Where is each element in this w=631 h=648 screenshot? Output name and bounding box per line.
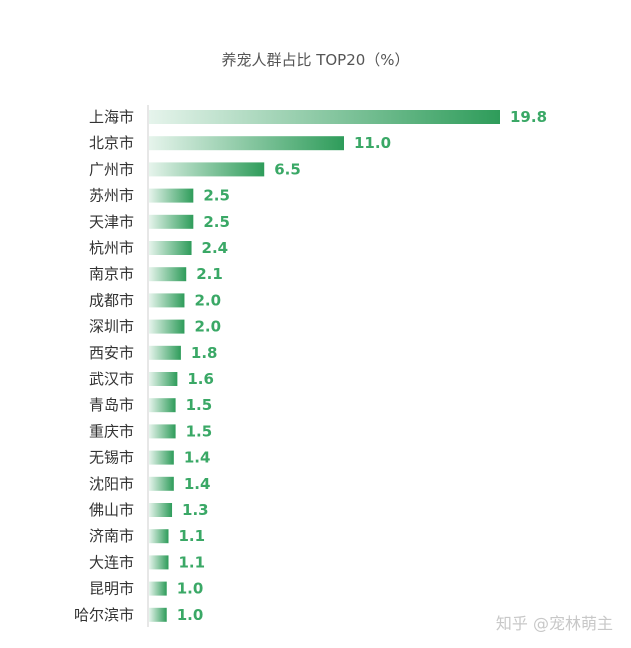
bar [149, 136, 344, 151]
value-label: 1.1 [179, 553, 206, 571]
watermark-text: 知乎 @宠林萌主 [495, 614, 613, 633]
category-label: 成都市 [89, 291, 134, 309]
value-label: 19.8 [510, 108, 547, 126]
value-label: 1.5 [186, 396, 213, 414]
bar [149, 529, 169, 544]
category-label: 昆明市 [89, 580, 134, 598]
category-label: 佛山市 [89, 501, 134, 519]
bar [149, 372, 178, 386]
value-label: 6.5 [274, 160, 301, 178]
bar [149, 110, 500, 124]
bar [149, 162, 265, 177]
category-label: 北京市 [89, 134, 134, 152]
value-label: 2.0 [194, 318, 221, 336]
value-label: 11.0 [354, 134, 391, 152]
bar [149, 319, 185, 334]
value-label: 2.1 [196, 265, 223, 283]
bar [149, 267, 187, 282]
value-label: 1.5 [186, 422, 213, 440]
category-label: 南京市 [89, 265, 134, 283]
bar [149, 188, 194, 203]
bar [149, 424, 176, 439]
category-label: 杭州市 [89, 239, 134, 257]
bar [149, 476, 174, 491]
bar [149, 607, 167, 622]
bar [149, 581, 167, 596]
category-label: 广州市 [89, 160, 134, 178]
category-label: 深圳市 [89, 318, 134, 336]
category-label: 大连市 [89, 553, 134, 571]
value-label: 1.0 [177, 580, 204, 598]
value-label: 2.0 [194, 291, 221, 309]
category-label: 济南市 [89, 527, 134, 545]
value-label: 2.5 [203, 213, 230, 231]
value-label: 2.5 [203, 187, 230, 205]
category-label: 青岛市 [89, 396, 134, 414]
category-label: 无锡市 [89, 449, 134, 467]
value-label: 1.8 [191, 344, 218, 362]
value-label: 1.0 [177, 606, 204, 624]
category-label: 天津市 [89, 213, 134, 231]
value-label: 1.4 [184, 475, 211, 493]
bar [149, 555, 169, 570]
value-label: 1.4 [184, 449, 211, 467]
chart-title: 养宠人群占比 TOP20（%） [221, 51, 410, 69]
category-label: 武汉市 [89, 370, 134, 388]
bar [149, 214, 194, 229]
category-label: 上海市 [89, 108, 134, 126]
value-label: 1.3 [182, 501, 209, 519]
bar [149, 293, 185, 308]
value-label: 2.4 [202, 239, 229, 257]
value-label: 1.6 [187, 370, 214, 388]
category-label: 重庆市 [89, 422, 134, 440]
bar [149, 241, 192, 255]
category-label: 西安市 [89, 344, 134, 362]
category-label: 苏州市 [89, 187, 134, 205]
category-label: 沈阳市 [89, 475, 134, 493]
value-label: 1.1 [179, 527, 206, 545]
bar [149, 450, 174, 465]
bar [149, 503, 173, 517]
bar [149, 345, 181, 360]
category-label: 哈尔滨市 [74, 606, 134, 624]
bar [149, 398, 176, 413]
